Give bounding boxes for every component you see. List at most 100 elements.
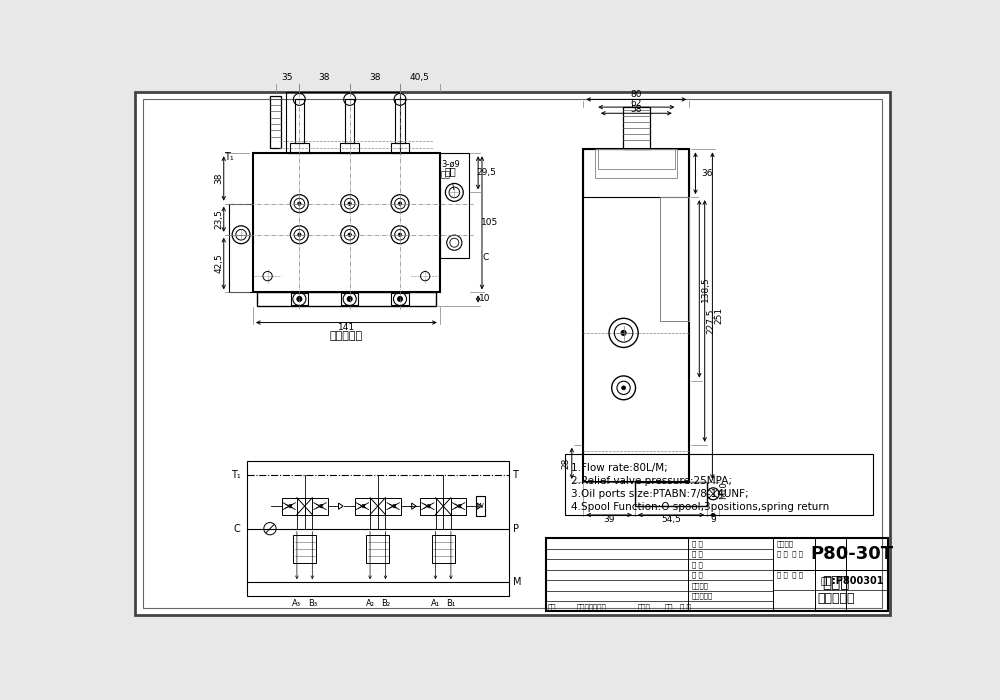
Text: 更改内容和依据: 更改内容和依据 <box>576 603 606 610</box>
Text: W: W <box>477 503 484 509</box>
Bar <box>290 143 309 153</box>
Text: 3-ø9
通孔: 3-ø9 通孔 <box>441 160 460 190</box>
Text: P80-30T: P80-30T <box>810 545 893 564</box>
Text: T₁: T₁ <box>231 470 241 480</box>
Text: A₂: A₂ <box>366 599 375 608</box>
Text: 审 查: 审 查 <box>680 603 691 610</box>
Bar <box>253 153 440 293</box>
Bar <box>345 99 354 143</box>
Text: 105: 105 <box>481 218 498 228</box>
Text: 制 图: 制 图 <box>692 551 703 557</box>
Text: 日期: 日期 <box>665 603 673 610</box>
Text: 液压原理图: 液压原理图 <box>330 331 363 342</box>
Bar <box>297 498 312 514</box>
Bar <box>565 454 873 515</box>
Circle shape <box>348 233 351 237</box>
Text: 54,5: 54,5 <box>661 515 681 524</box>
Circle shape <box>297 296 302 302</box>
Circle shape <box>621 330 626 335</box>
Text: 重 量  比 例: 重 量 比 例 <box>777 551 803 557</box>
Bar <box>341 293 358 304</box>
Text: 227,5: 227,5 <box>706 308 715 334</box>
Text: 1.Flow rate:80L/M;: 1.Flow rate:80L/M; <box>571 463 668 473</box>
Bar <box>247 461 509 596</box>
Text: 40,5: 40,5 <box>410 74 430 83</box>
Text: 核 对: 核 对 <box>692 572 703 578</box>
Bar <box>436 498 451 514</box>
Text: T₁: T₁ <box>224 152 234 162</box>
Bar <box>270 95 281 148</box>
Bar <box>370 498 385 514</box>
Text: 通孔: 通孔 <box>445 167 456 176</box>
Bar <box>257 293 436 306</box>
Text: 80: 80 <box>631 90 642 99</box>
Text: 9: 9 <box>710 515 716 524</box>
Text: 58: 58 <box>631 105 642 114</box>
Circle shape <box>298 202 301 205</box>
Bar <box>286 92 400 153</box>
Bar <box>282 498 297 514</box>
Text: 23,5: 23,5 <box>215 209 224 229</box>
Bar <box>476 496 485 516</box>
Bar <box>623 107 650 150</box>
Bar <box>340 143 359 153</box>
Text: C: C <box>234 524 241 533</box>
Text: A₁: A₁ <box>431 599 440 608</box>
Bar <box>312 498 328 514</box>
Text: 2.Relief valve pressure:25MPA;: 2.Relief valve pressure:25MPA; <box>571 476 732 486</box>
Text: 标记: 标记 <box>548 603 556 610</box>
Text: 38: 38 <box>319 74 330 83</box>
Bar <box>395 99 405 143</box>
Bar <box>660 197 689 321</box>
Text: 39: 39 <box>603 515 615 524</box>
Bar <box>451 498 466 514</box>
Text: B₂: B₂ <box>381 599 390 608</box>
Text: 多路阀: 多路阀 <box>823 575 850 589</box>
Text: 251: 251 <box>714 307 723 324</box>
Text: 138,5: 138,5 <box>701 276 710 302</box>
Text: 3.Oil ports size:PTABN:7/8-14UNF;: 3.Oil ports size:PTABN:7/8-14UNF; <box>571 489 749 499</box>
Circle shape <box>298 233 301 237</box>
Text: 35: 35 <box>282 74 293 83</box>
Bar <box>546 538 888 612</box>
Text: B₃: B₃ <box>308 599 317 608</box>
Text: 外型尺寸图: 外型尺寸图 <box>818 592 855 605</box>
Text: 设 计: 设 计 <box>692 540 703 547</box>
Bar <box>595 150 677 178</box>
Text: 共 页  第 页: 共 页 第 页 <box>777 572 803 578</box>
Text: T: T <box>512 470 518 480</box>
Bar <box>391 293 409 304</box>
Text: 62: 62 <box>631 99 642 108</box>
Bar <box>295 99 304 143</box>
Text: 审 图: 审 图 <box>692 561 703 568</box>
Text: 38: 38 <box>215 173 224 184</box>
Bar <box>391 143 409 153</box>
Bar <box>355 498 370 514</box>
Bar <box>598 150 675 169</box>
Text: P: P <box>512 524 518 533</box>
Text: 编号:P800301: 编号:P800301 <box>821 575 884 585</box>
Circle shape <box>398 202 402 205</box>
Bar <box>583 150 689 197</box>
Text: 工艺检查: 工艺检查 <box>692 582 709 589</box>
Bar <box>366 535 389 564</box>
Text: 4.Spool Function:O spool,3positions,spring return: 4.Spool Function:O spool,3positions,spri… <box>571 502 829 512</box>
Text: C: C <box>483 253 489 262</box>
Text: 28: 28 <box>561 458 570 469</box>
Circle shape <box>348 202 351 205</box>
Text: 42,5: 42,5 <box>215 253 224 273</box>
Text: 10: 10 <box>479 295 490 304</box>
Bar <box>432 535 455 564</box>
Text: 36: 36 <box>702 169 713 178</box>
Text: 29,5: 29,5 <box>476 168 496 177</box>
Text: 图幅比例: 图幅比例 <box>777 540 794 547</box>
Text: M: M <box>512 578 521 587</box>
Text: 38: 38 <box>369 74 381 83</box>
Bar <box>583 150 689 482</box>
Circle shape <box>398 233 402 237</box>
Bar <box>291 293 308 304</box>
Text: M10: M10 <box>719 481 728 499</box>
Text: 标准化检查: 标准化检查 <box>692 592 713 599</box>
Circle shape <box>397 296 403 302</box>
Text: A₃: A₃ <box>292 599 301 608</box>
